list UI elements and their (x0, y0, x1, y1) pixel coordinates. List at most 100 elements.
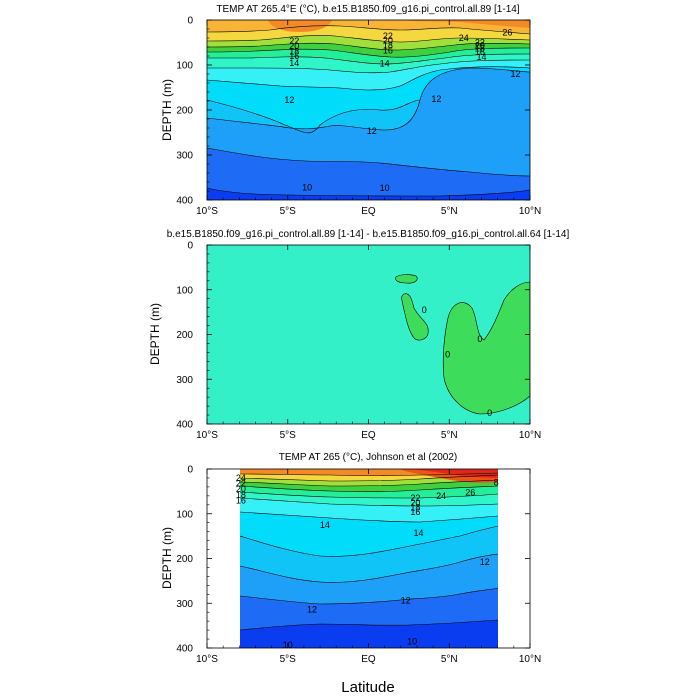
y-tick-label: 300 (176, 375, 193, 386)
contour-label: 12 (431, 94, 441, 104)
y-tick-label: 100 (176, 285, 193, 296)
contour-label: 0 (487, 408, 492, 418)
contour-label: 24 (236, 473, 246, 483)
band-level-8to10 (207, 148, 530, 200)
y-tick-label: 400 (176, 420, 193, 431)
x-tick-label: 5°N (441, 206, 458, 217)
panel1-filled-contours (207, 20, 530, 200)
y-tick-label: 0 (187, 465, 193, 476)
panel2-filled-contours (207, 245, 530, 424)
contour-label: 20 (236, 484, 246, 494)
contour-line (207, 47, 530, 58)
contour-label: 18 (410, 502, 420, 512)
y-tick-label: 100 (176, 509, 193, 520)
diff-patch-right (442, 281, 530, 415)
panel1-axes: 10°S 5°S EQ 5°N 10°N 0 100 200 300 400 (176, 16, 541, 218)
contour-line (240, 497, 498, 507)
x-tick-label: 10°N (519, 430, 541, 441)
x-tick-label: 5°N (441, 654, 458, 665)
contour-label: 26 (465, 487, 475, 497)
x-tick-label: 5°S (280, 430, 297, 441)
x-tick-label: EQ (361, 430, 376, 441)
contour-label: 18 (289, 47, 299, 57)
diff-patch-small (395, 274, 418, 284)
contour-label: 16 (289, 51, 299, 61)
contour-label: 10 (302, 182, 312, 192)
contour-line (240, 511, 498, 523)
x-tick-label: 5°S (280, 654, 297, 665)
contour-label: 16 (410, 507, 420, 517)
contour-label: 26 (502, 28, 512, 38)
contour-line (207, 187, 530, 197)
panel3-axes: 10°S 5°S EQ 5°N 10°N 0 100 200 300 400 (176, 465, 541, 666)
contour-label: 14 (380, 59, 390, 69)
contour-line (207, 147, 530, 177)
panel1-ylabel: DEPTH (m) (160, 79, 174, 141)
contour-line (240, 491, 498, 499)
contour-label: 12 (510, 69, 520, 79)
contour-label: 18 (236, 490, 246, 500)
panel1-title: TEMP AT 265.4°E (°C), b.e15.B1850.f09_g1… (216, 4, 519, 15)
contour-line (240, 474, 498, 482)
contour-line (240, 472, 498, 477)
x-tick-label: 10°S (196, 206, 218, 217)
x-tick-label: 5°N (441, 430, 458, 441)
contour-line (240, 619, 498, 631)
diff-patch-middle (401, 293, 429, 341)
contour-label: 14 (414, 528, 424, 538)
panel2-contour-labels: 0 0 0 0 (422, 305, 492, 418)
contour-line (207, 42, 530, 51)
contour-line (207, 67, 530, 131)
contour-label: 16 (383, 46, 393, 56)
contour-label: 12 (367, 126, 377, 136)
panel2-ylabel: DEPTH (m) (148, 303, 162, 365)
contour-label: 22 (475, 38, 485, 48)
panel-difference: b.e15.B1850.f09_g16.pi_control.all.89 [1… (148, 229, 569, 441)
panel3-ylabel: DEPTH (m) (160, 527, 174, 589)
contour-label: 20 (410, 498, 420, 508)
panel-observed-temperature: TEMP AT 265 (°C), Johnson et al (2002) (160, 452, 541, 665)
y-tick-label: 400 (176, 196, 193, 207)
contour-line (207, 99, 421, 134)
contour-line (240, 479, 498, 487)
contour-line (207, 59, 530, 74)
x-tick-label: 10°N (519, 654, 541, 665)
contour-label: 20 (475, 41, 485, 51)
x-tick-label: 5°S (280, 206, 297, 217)
y-tick-label: 300 (176, 599, 193, 610)
y-tick-label: 100 (176, 61, 193, 72)
contour-label: 20 (383, 36, 393, 46)
contour-line (240, 553, 498, 583)
contour-label: 20 (289, 41, 299, 51)
contour-label: 0 (477, 334, 482, 344)
contour-label: 10 (380, 183, 390, 193)
x-tick-label: EQ (361, 206, 376, 217)
contour-label: 18 (475, 43, 485, 53)
band-warm-pool (268, 20, 332, 32)
contour-label: 24 (459, 33, 469, 43)
y-tick-label: 400 (176, 644, 193, 655)
contour-line (240, 485, 498, 492)
contour-line (207, 25, 530, 35)
y-tick-label: 200 (176, 330, 193, 341)
contour-label: 0 (422, 305, 427, 315)
contour-label: 12 (307, 605, 317, 615)
contour-label: 12 (284, 95, 294, 105)
contour-label: 12 (480, 557, 490, 567)
x-tick-label: EQ (361, 654, 376, 665)
y-tick-label: 200 (176, 106, 193, 117)
x-tick-label: 10°S (196, 430, 218, 441)
y-tick-label: 200 (176, 554, 193, 565)
contour-label: 8 (494, 477, 499, 487)
contour-label: 16 (475, 47, 485, 57)
panel3-title: TEMP AT 265 (°C), Johnson et al (2002) (279, 452, 458, 463)
y-tick-label: 300 (176, 151, 193, 162)
panel3-filled-contours (240, 469, 498, 648)
contour-label: 22 (410, 493, 420, 503)
contour-line (207, 53, 530, 65)
panel3-contour-lines (240, 472, 498, 631)
contour-label: 18 (383, 41, 393, 51)
